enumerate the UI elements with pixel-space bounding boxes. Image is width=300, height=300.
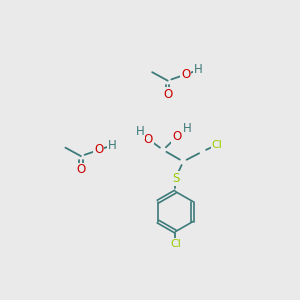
Text: Cl: Cl <box>212 140 223 150</box>
Text: H: H <box>107 139 116 152</box>
Text: H: H <box>194 63 203 76</box>
Text: O: O <box>76 164 86 176</box>
Text: O: O <box>163 88 172 101</box>
Text: Cl: Cl <box>170 239 181 249</box>
Text: O: O <box>94 143 103 157</box>
Text: O: O <box>172 130 182 143</box>
Text: H: H <box>135 125 144 138</box>
Text: O: O <box>181 68 190 81</box>
Text: H: H <box>183 122 191 135</box>
Text: S: S <box>172 172 179 185</box>
Text: O: O <box>144 133 153 146</box>
